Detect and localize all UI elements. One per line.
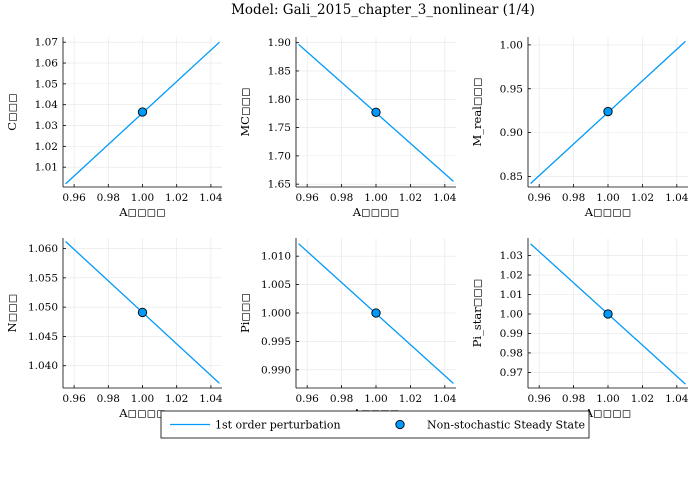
y-tick-label: 0.97 bbox=[500, 367, 523, 379]
x-tick-label: 1.02 bbox=[399, 393, 422, 405]
y-axis-label: Pi◻◻◻ bbox=[238, 293, 252, 333]
legend: 1st order perturbation Non-stochastic St… bbox=[160, 410, 590, 439]
y-tick-label: 0.90 bbox=[500, 127, 523, 139]
x-tick-label: 0.98 bbox=[97, 393, 120, 405]
y-tick-label: 1.05 bbox=[35, 78, 58, 90]
y-tick-label: 1.055 bbox=[28, 272, 58, 284]
y-tick-label: 1.01 bbox=[35, 162, 58, 174]
y-tick-label: 0.95 bbox=[500, 83, 523, 95]
y-tick-label: 1.050 bbox=[28, 302, 58, 314]
y-tick-label: 1.060 bbox=[28, 243, 58, 255]
x-tick-label: 1.04 bbox=[433, 192, 457, 204]
x-tick-label: 0.96 bbox=[62, 192, 86, 204]
y-tick-label: 0.98 bbox=[500, 347, 523, 359]
y-tick-label: 1.045 bbox=[28, 331, 58, 343]
y-tick-label: 1.07 bbox=[35, 37, 58, 49]
y-axis-label: N◻◻◻ bbox=[5, 294, 19, 333]
y-tick-label: 1.010 bbox=[261, 251, 291, 263]
y-tick-label: 1.75 bbox=[268, 122, 291, 134]
x-tick-label: 0.96 bbox=[295, 192, 319, 204]
subplot-6: 0.96 0.98 1.00 1.02 1.04 0.97 0.98 0.99 1.00 1.01… bbox=[470, 238, 689, 420]
y-axis-label: MC◻◻◻ bbox=[238, 87, 252, 136]
y-axis-label: C◻◻◻ bbox=[5, 93, 19, 130]
legend-marker-swatch bbox=[395, 419, 405, 430]
x-tick-label: 1.04 bbox=[199, 393, 223, 405]
x-tick-label: 1.00 bbox=[596, 192, 619, 204]
steady-state-point bbox=[371, 308, 381, 318]
x-tick-label: 1.04 bbox=[665, 192, 689, 204]
x-axis-label: A◻◻◻◻ bbox=[118, 406, 166, 420]
x-tick-label: 1.02 bbox=[631, 393, 654, 405]
y-tick-label: 1.85 bbox=[268, 65, 291, 77]
subplot-3: 0.96 0.98 1.00 1.02 1.040.850.900.951.00A◻◻◻… bbox=[470, 37, 689, 219]
x-axis-label: A◻◻◻◻ bbox=[352, 205, 400, 219]
steady-state-point bbox=[137, 107, 148, 117]
subplot-4: 0.96 0.98 1.00 1.02 1.04 1.040 1.045 1.050 1.055… bbox=[5, 238, 223, 420]
subplot-grid: 0.96 0.98 1.00 1.02 1.04 1.01 1.02 1.03 1.04 1.05… bbox=[5, 37, 689, 420]
subplot-2: 0.96 0.98 1.00 1.02 1.04 1.65 1.70 1.75 1.80 1.85… bbox=[238, 37, 457, 219]
x-tick-label: 0.96 bbox=[62, 393, 86, 405]
x-tick-label: 0.98 bbox=[562, 192, 585, 204]
y-tick-label: 1.02 bbox=[35, 141, 58, 153]
y-tick-label: 1.005 bbox=[261, 279, 291, 291]
y-tick-label: 1.00 bbox=[500, 308, 523, 320]
x-tick-label: 1.02 bbox=[165, 393, 188, 405]
steady-state-point bbox=[371, 107, 381, 117]
x-axis-label: A◻◻◻◻ bbox=[118, 205, 166, 219]
x-tick-label: 0.98 bbox=[330, 192, 353, 204]
x-axis-label: A◻◻◻◻ bbox=[584, 406, 632, 420]
x-tick-label: 1.00 bbox=[596, 393, 619, 405]
x-tick-label: 0.98 bbox=[97, 192, 120, 204]
y-tick-label: 1.65 bbox=[268, 179, 291, 191]
x-axis-label: A◻◻◻◻ bbox=[584, 205, 632, 219]
x-tick-label: 1.04 bbox=[665, 393, 689, 405]
x-tick-label: 1.02 bbox=[165, 192, 188, 204]
y-tick-label: 1.70 bbox=[268, 150, 291, 162]
x-tick-label: 0.96 bbox=[527, 393, 551, 405]
x-tick-label: 1.00 bbox=[131, 192, 154, 204]
y-tick-label: 1.03 bbox=[500, 250, 523, 262]
y-axis-label: Pi_star◻◻◻ bbox=[470, 279, 484, 348]
x-tick-label: 0.98 bbox=[330, 393, 353, 405]
y-tick-label: 1.04 bbox=[35, 99, 59, 111]
legend-marker-label: Non-stochastic Steady State bbox=[427, 419, 585, 432]
y-tick-label: 1.90 bbox=[268, 37, 291, 49]
subplot-1: 0.96 0.98 1.00 1.02 1.04 1.01 1.02 1.03 1.04 1.05… bbox=[5, 37, 223, 219]
x-tick-label: 0.98 bbox=[562, 393, 585, 405]
legend-line-label: 1st order perturbation bbox=[215, 419, 341, 432]
y-tick-label: 1.01 bbox=[500, 289, 523, 301]
y-tick-label: 1.00 bbox=[500, 39, 523, 51]
x-tick-label: 1.00 bbox=[131, 393, 154, 405]
subplot-5: 0.96 0.98 1.00 1.02 1.04 0.990 0.995 1.000 1.005… bbox=[238, 238, 457, 420]
y-tick-label: 1.06 bbox=[35, 58, 59, 70]
steady-state-point bbox=[603, 309, 613, 319]
y-tick-label: 1.03 bbox=[35, 120, 58, 132]
y-tick-label: 1.02 bbox=[500, 270, 523, 282]
legend-box bbox=[160, 410, 590, 439]
x-tick-label: 1.04 bbox=[433, 393, 457, 405]
x-tick-label: 0.96 bbox=[527, 192, 551, 204]
steady-state-point bbox=[603, 106, 613, 117]
y-axis-label: M_real◻◻◻ bbox=[470, 78, 484, 147]
y-tick-label: 1.80 bbox=[268, 94, 291, 106]
y-tick-label: 0.990 bbox=[261, 364, 291, 376]
chart-title: Model: Gali_2015_chapter_3_nonlinear (1/… bbox=[231, 2, 535, 18]
y-tick-label: 0.995 bbox=[261, 336, 291, 348]
y-tick-label: 0.99 bbox=[500, 328, 523, 340]
x-tick-label: 1.00 bbox=[364, 192, 387, 204]
x-tick-label: 1.02 bbox=[631, 192, 654, 204]
y-tick-label: 1.000 bbox=[261, 308, 291, 320]
steady-state-point bbox=[137, 307, 148, 318]
x-tick-label: 1.02 bbox=[399, 192, 422, 204]
y-tick-label: 0.85 bbox=[500, 171, 523, 183]
y-tick-label: 1.040 bbox=[28, 360, 58, 372]
x-tick-label: 0.96 bbox=[295, 393, 319, 405]
x-tick-label: 1.04 bbox=[199, 192, 223, 204]
x-tick-label: 1.00 bbox=[364, 393, 387, 405]
